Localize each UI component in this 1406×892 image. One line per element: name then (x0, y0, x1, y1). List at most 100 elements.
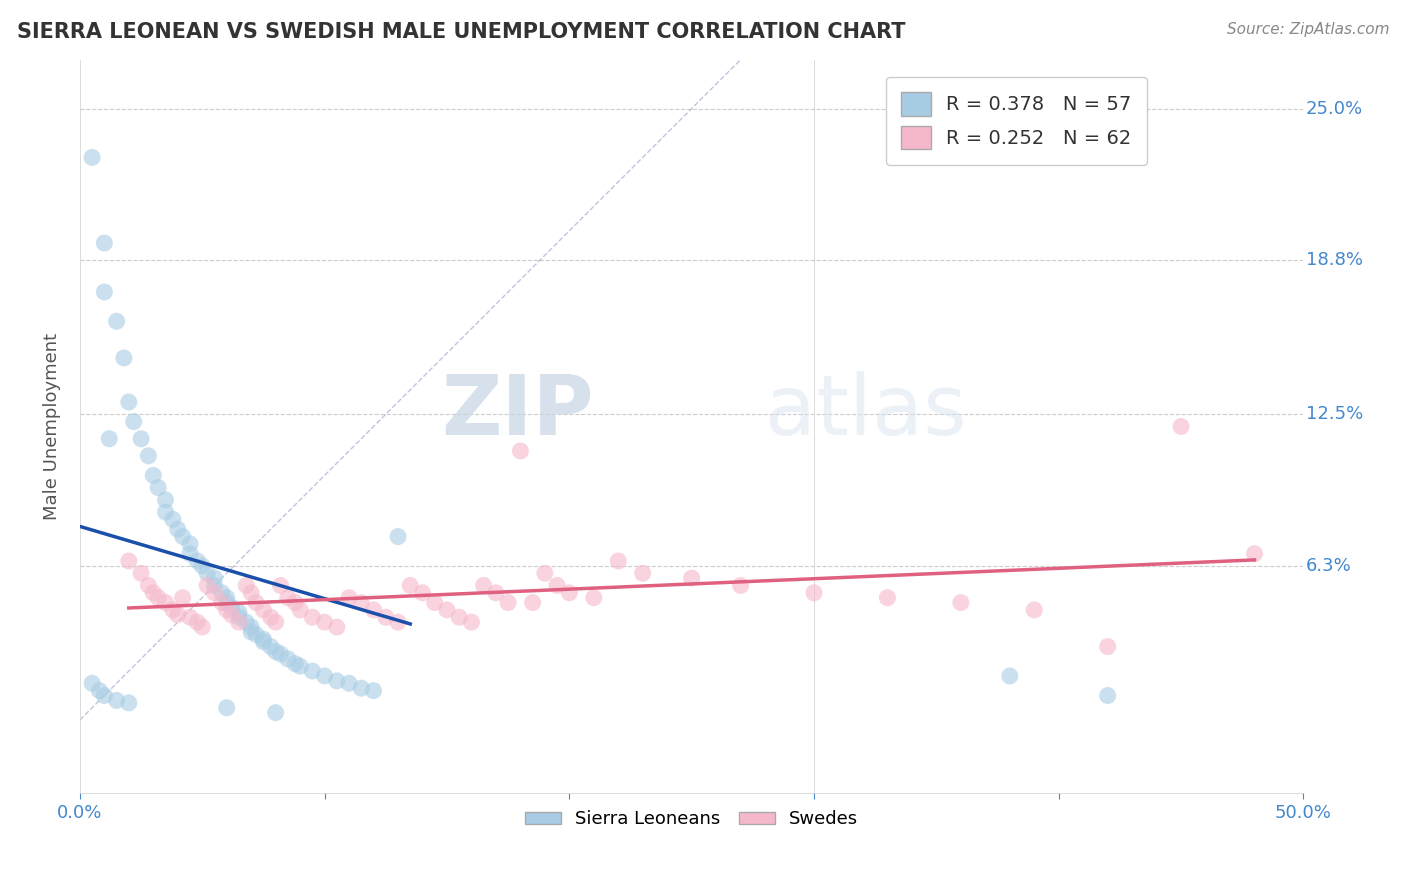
Point (485, 586, 508, 600)
Point (142, 586, 165, 600)
Point (252, 634, 274, 648)
Point (399, 578, 422, 592)
Point (204, 586, 226, 600)
Point (172, 529, 194, 543)
Point (122, 415, 145, 429)
Point (730, 578, 752, 592)
Point (270, 647, 292, 661)
Point (314, 669, 336, 683)
Point (337, 676, 360, 690)
Point (221, 607, 243, 622)
Point (301, 610, 323, 624)
Point (534, 566, 557, 581)
Point (118, 696, 141, 710)
Text: SIERRA LEONEAN VS SWEDISH MALE UNEMPLOYMENT CORRELATION CHART: SIERRA LEONEAN VS SWEDISH MALE UNEMPLOYM… (17, 22, 905, 42)
Point (264, 615, 287, 629)
Point (215, 596, 238, 610)
Point (607, 554, 630, 568)
Point (949, 596, 972, 610)
Point (89, 683, 111, 698)
Y-axis label: Male Unemployment: Male Unemployment (44, 333, 60, 520)
Point (803, 586, 825, 600)
Point (142, 468, 165, 483)
Point (228, 615, 250, 629)
Point (277, 652, 299, 666)
Point (270, 578, 292, 592)
Point (195, 566, 218, 581)
Point (138, 449, 160, 463)
Point (288, 603, 311, 617)
Point (155, 505, 177, 519)
Point (509, 444, 531, 458)
Point (252, 603, 274, 617)
Point (172, 591, 194, 605)
Point (264, 644, 287, 658)
Legend: Sierra Leoneans, Swedes: Sierra Leoneans, Swedes (517, 803, 866, 836)
Point (876, 591, 898, 605)
Point (155, 492, 177, 507)
Point (118, 395, 141, 409)
Point (112, 351, 135, 365)
Point (337, 591, 360, 605)
Point (558, 586, 581, 600)
Point (681, 571, 703, 585)
Point (240, 620, 263, 634)
Point (496, 596, 519, 610)
Point (1170, 419, 1192, 434)
Point (215, 700, 238, 714)
Point (240, 624, 263, 639)
Point (288, 659, 311, 673)
Point (423, 596, 446, 610)
Point (105, 314, 128, 328)
Point (449, 610, 471, 624)
Point (1024, 603, 1046, 617)
Point (129, 566, 152, 581)
Point (240, 586, 263, 600)
Point (235, 615, 257, 629)
Point (252, 632, 274, 647)
Point (1097, 640, 1119, 654)
Point (1243, 547, 1265, 561)
Point (374, 610, 396, 624)
Point (179, 610, 201, 624)
Point (582, 591, 605, 605)
Point (522, 596, 544, 610)
Point (215, 591, 238, 605)
Point (277, 591, 299, 605)
Point (631, 566, 654, 581)
Point (186, 554, 208, 568)
Point (350, 681, 373, 696)
Point (204, 571, 226, 585)
Point (301, 664, 323, 678)
Point (148, 591, 170, 605)
Point (179, 537, 201, 551)
Point (186, 615, 208, 629)
Point (93, 285, 115, 299)
Point (228, 605, 250, 619)
Text: Source: ZipAtlas.com: Source: ZipAtlas.com (1226, 22, 1389, 37)
Point (138, 578, 160, 592)
Point (129, 432, 152, 446)
Point (195, 578, 218, 592)
Point (245, 627, 267, 641)
Point (204, 578, 226, 592)
Point (363, 683, 385, 698)
Point (228, 610, 250, 624)
Point (93, 689, 115, 703)
Point (264, 706, 287, 720)
Point (350, 596, 373, 610)
Point (363, 603, 385, 617)
Text: 6.3%: 6.3% (1306, 557, 1351, 574)
Point (460, 615, 482, 629)
Point (166, 522, 188, 536)
Text: ZIP: ZIP (441, 371, 593, 452)
Point (162, 512, 184, 526)
Point (1097, 689, 1119, 703)
Point (215, 603, 238, 617)
Point (118, 554, 141, 568)
Point (387, 615, 409, 629)
Point (98, 432, 121, 446)
Point (148, 481, 170, 495)
Point (436, 603, 458, 617)
Point (179, 547, 201, 561)
